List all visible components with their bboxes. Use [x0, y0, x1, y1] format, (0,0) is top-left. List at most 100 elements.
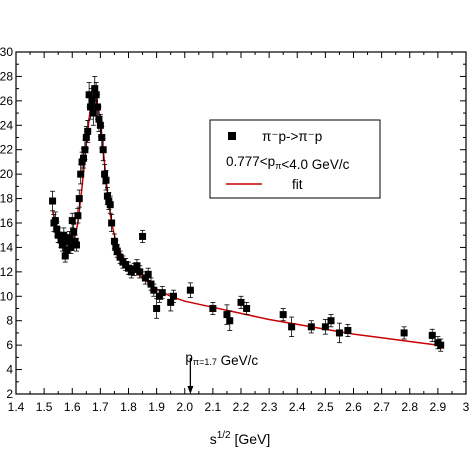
data-marker [81, 146, 89, 154]
data-marker [80, 154, 87, 162]
data-marker [105, 197, 113, 205]
data-marker [155, 292, 163, 300]
data-point [108, 214, 116, 232]
data-point [226, 310, 234, 331]
data-point [136, 265, 144, 279]
y-tick-label: 24 [0, 118, 13, 132]
x-tick-label: 2.0 [176, 400, 193, 414]
x-tick-label: 2.8 [401, 400, 418, 414]
data-marker [223, 311, 231, 319]
data-marker [53, 225, 61, 233]
data-marker [144, 270, 152, 278]
data-marker [344, 326, 352, 334]
data-marker [74, 212, 82, 220]
data-marker [58, 241, 66, 249]
data-marker [60, 231, 68, 239]
data-marker [113, 247, 121, 255]
x-axis-title: s1/2 [GeV] [210, 430, 271, 447]
data-marker [103, 192, 111, 200]
data-marker [279, 311, 287, 319]
data-point [321, 319, 329, 335]
data-point [288, 316, 296, 337]
y-tick-label: 10 [0, 289, 13, 303]
x-tick-label: 2.9 [430, 400, 447, 414]
data-marker [72, 241, 80, 249]
data-marker [54, 231, 62, 239]
data-point [237, 295, 245, 309]
data-marker [87, 103, 95, 111]
data-marker [139, 232, 147, 240]
data-marker [101, 170, 109, 178]
data-marker [57, 236, 65, 244]
data-point [335, 322, 343, 344]
data-point [84, 120, 92, 143]
data-marker [170, 292, 177, 300]
plot-frame [15, 51, 467, 395]
data-marker [237, 298, 245, 306]
data-marker [147, 280, 155, 288]
data-marker [64, 237, 72, 245]
x-tick-label: 2.1 [205, 400, 222, 414]
x-tick-label: 1.7 [92, 400, 109, 414]
data-marker [98, 134, 106, 141]
x-tick-label: 2.5 [317, 400, 334, 414]
data-point [72, 238, 80, 252]
x-tick-label: 2.3 [261, 400, 278, 414]
data-marker [136, 268, 144, 276]
x-tick-label: 2.2 [233, 400, 250, 414]
data-marker [68, 217, 76, 225]
data-point [209, 301, 217, 316]
legend: π⁻p->π⁻p 0.777<pπ<4.0 GeV/c fit [209, 119, 381, 199]
data-point [75, 189, 83, 208]
data-marker [71, 237, 79, 245]
data-marker [106, 201, 114, 209]
data-marker [125, 264, 132, 272]
annotation: pπ=1.7 GeV/c [185, 350, 258, 394]
data-marker [89, 109, 97, 117]
data-marker [96, 121, 104, 129]
data-point [106, 195, 114, 214]
y-tick-label: 30 [0, 45, 13, 59]
data-marker [122, 261, 130, 269]
data-point [279, 308, 287, 322]
data-marker [112, 243, 120, 251]
data-marker [110, 237, 118, 245]
data-marker [95, 115, 103, 123]
data-marker [51, 217, 59, 225]
data-point [144, 267, 152, 281]
data-point [428, 328, 436, 342]
data-marker [116, 253, 124, 261]
data-marker [133, 262, 141, 270]
x-tick-label: 3 [463, 400, 470, 414]
data-point [437, 338, 445, 352]
x-tick-label: 2.4 [289, 400, 306, 414]
y-tick-label: 2 [6, 387, 13, 401]
data-marker [307, 323, 315, 331]
data-marker [75, 195, 83, 203]
data-marker [82, 134, 90, 141]
data-marker [437, 341, 445, 349]
data-point [307, 320, 315, 334]
data-marker [150, 286, 158, 294]
y-tick-label: 4 [6, 363, 13, 377]
annotation-text: pπ=1.7 GeV/c [185, 350, 258, 368]
data-marker [428, 331, 436, 339]
x-tick-label: 1.6 [64, 400, 81, 414]
data-point [327, 314, 335, 328]
y-tick-label: 14 [0, 240, 13, 254]
data-marker [167, 298, 175, 306]
data-marker [226, 317, 234, 325]
data-marker [63, 246, 71, 254]
data-marker [70, 228, 78, 236]
data-marker [78, 158, 86, 166]
legend-entry-range: 0.777<pπ<4.0 GeV/c [226, 154, 350, 172]
x-tick-label: 1.9 [148, 400, 165, 414]
data-point [74, 207, 82, 224]
data-marker [102, 176, 110, 184]
data-marker [91, 85, 99, 93]
data-point [99, 138, 107, 162]
data-point [158, 286, 166, 300]
y-tick-label: 16 [0, 216, 13, 230]
x-tick-label: 2.7 [373, 400, 390, 414]
